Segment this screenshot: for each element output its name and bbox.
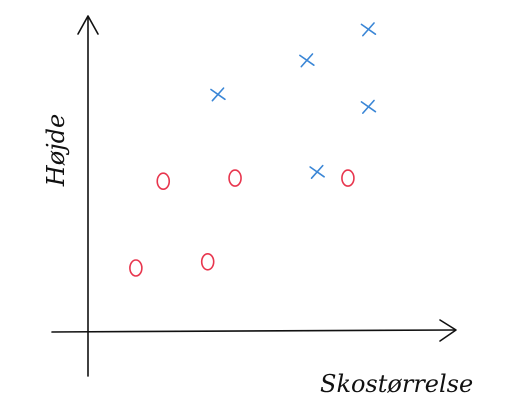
data-points — [129, 22, 377, 277]
cross-point — [299, 53, 315, 68]
x-axis — [51, 329, 456, 333]
y-axis-arrowhead — [77, 15, 99, 35]
cross-point — [309, 164, 325, 179]
circle-point — [156, 172, 171, 190]
circle-point — [200, 252, 215, 271]
cross-point — [360, 99, 377, 114]
x-axis-arrowhead — [439, 319, 457, 342]
circle-point — [341, 169, 355, 187]
cross-point — [210, 87, 226, 102]
x-axis-label: Skostørrelse — [320, 370, 473, 398]
circle-point — [129, 259, 143, 277]
y-axis-label: Højde — [42, 114, 70, 187]
cross-point — [360, 22, 377, 37]
circle-point — [228, 169, 242, 187]
